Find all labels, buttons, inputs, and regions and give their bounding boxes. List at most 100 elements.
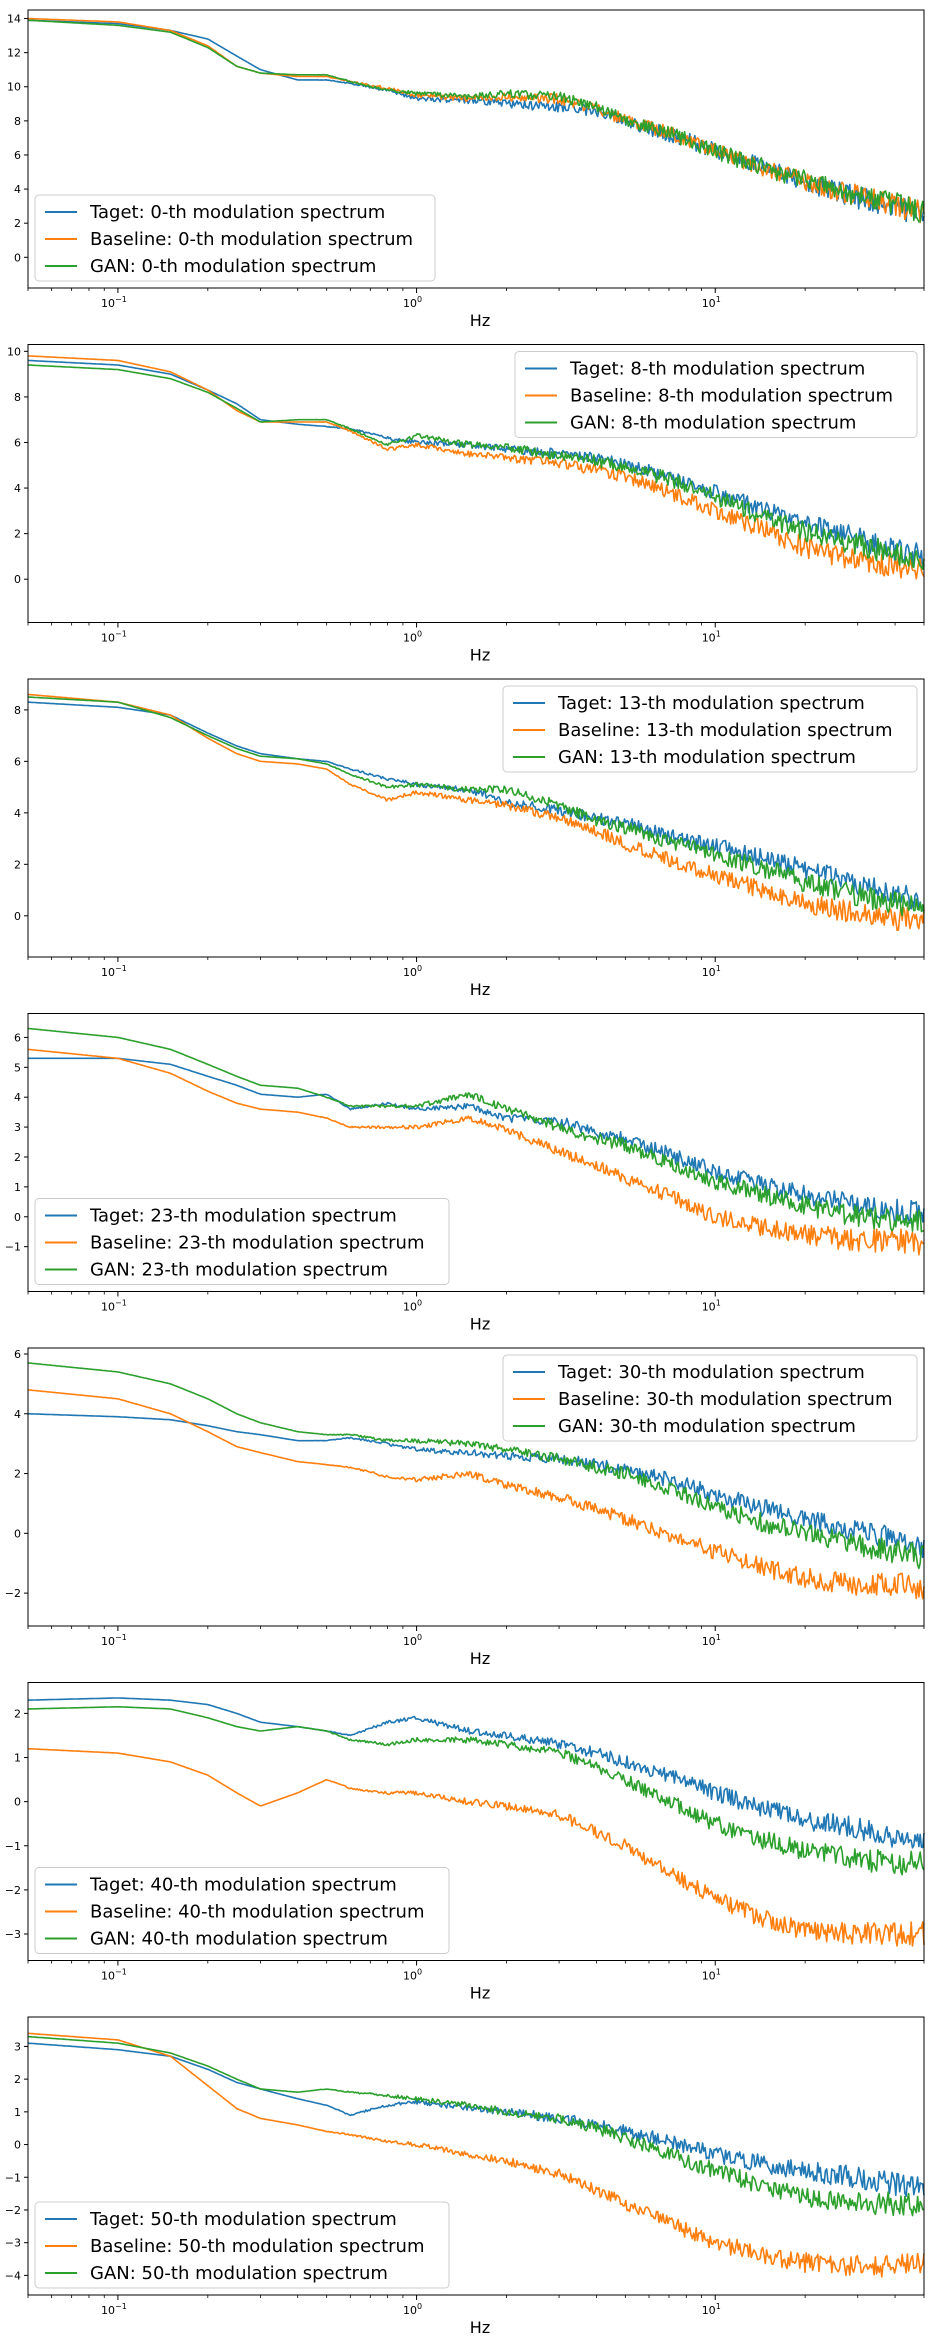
series-line-2 bbox=[27, 19, 925, 223]
y-tick-label: 4 bbox=[14, 1091, 21, 1104]
y-tick-label: 4 bbox=[14, 1408, 21, 1421]
y-tick-label: 1 bbox=[14, 1181, 21, 1194]
y-tick-label: 4 bbox=[14, 183, 21, 196]
x-axis-label: Hz bbox=[470, 646, 490, 665]
plot-frame bbox=[27, 344, 925, 623]
y-tick-label: 6 bbox=[14, 1348, 21, 1361]
legend-label-1: Baseline: 23-th modulation spectrum bbox=[90, 1233, 424, 1254]
legend-label-0: Taget: 50-th modulation spectrum bbox=[89, 2209, 397, 2230]
y-tick-label: 6 bbox=[14, 755, 21, 768]
x-tick-label: 10−1 bbox=[101, 964, 127, 979]
y-tick-label: 4 bbox=[14, 807, 21, 820]
series-line-0 bbox=[28, 359, 925, 569]
x-axis-label: Hz bbox=[470, 1649, 490, 1668]
legend-box bbox=[34, 2201, 450, 2289]
x-tick-label: 10−1 bbox=[101, 2302, 127, 2317]
y-tick-label: 5 bbox=[14, 1061, 21, 1074]
y-tick-label: 12 bbox=[7, 47, 21, 60]
legend: Taget: 23-th modulation spectrum Baseline… bbox=[34, 1198, 450, 1285]
legend-label-2: GAN: 30-th modulation spectrum bbox=[558, 1416, 856, 1437]
plot-frame bbox=[27, 678, 925, 958]
y-tick-label: −1 bbox=[5, 1840, 21, 1853]
x-tick-label: 100 bbox=[403, 630, 422, 645]
x-tick-label: 100 bbox=[403, 1299, 422, 1314]
legend-label-2: GAN: 23-th modulation spectrum bbox=[90, 1260, 388, 1281]
series-line-1 bbox=[27, 1048, 925, 1256]
y-tick-label: 8 bbox=[14, 115, 21, 128]
legend: Taget: 8-th modulation spectrum Baseline:… bbox=[514, 351, 918, 438]
y-tick-label: −4 bbox=[5, 2269, 21, 2282]
y-tick-label: 8 bbox=[14, 391, 21, 404]
legend-label-2: GAN: 50-th modulation spectrum bbox=[90, 2263, 388, 2284]
legend-box bbox=[34, 1198, 450, 1285]
y-tick-label: 2 bbox=[14, 858, 21, 871]
y-tick-label: 6 bbox=[14, 149, 21, 162]
series-line-2 bbox=[27, 696, 925, 917]
x-tick-label: 10−1 bbox=[101, 1968, 127, 1983]
y-tick-label: −2 bbox=[5, 2204, 21, 2217]
series-line-1 bbox=[27, 1747, 925, 1947]
plot-frame bbox=[27, 1347, 925, 1627]
x-tick-label: 100 bbox=[403, 1633, 422, 1648]
legend: Taget: 30-th modulation spectrum Baseline… bbox=[502, 1354, 918, 1442]
y-tick-label: 2 bbox=[14, 217, 21, 230]
legend-label-1: Baseline: 13-th modulation spectrum bbox=[558, 720, 892, 741]
chart-panel-2: 0 2 4 6 8 10−1 100 101 Hz Taget: 13-th modulation… bbox=[14, 678, 925, 999]
x-axis-label: Hz bbox=[470, 980, 490, 999]
x-tick-label: 10−1 bbox=[101, 630, 127, 645]
y-tick-label: 4 bbox=[14, 482, 21, 495]
x-tick-label: 100 bbox=[403, 964, 422, 979]
series-line-1 bbox=[28, 2032, 925, 2278]
series-line-2 bbox=[27, 364, 925, 571]
legend-label-0: Taget: 13-th modulation spectrum bbox=[557, 693, 865, 714]
x-axis-label: Hz bbox=[470, 311, 490, 330]
x-tick-label: 101 bbox=[702, 630, 721, 645]
y-tick-label: 0 bbox=[14, 251, 21, 264]
y-tick-label: −2 bbox=[5, 1884, 21, 1897]
y-tick-label: 0 bbox=[14, 2139, 21, 2152]
legend-box bbox=[502, 685, 918, 773]
plot-frame bbox=[27, 1682, 925, 1961]
series-line-0 bbox=[27, 2042, 925, 2197]
x-tick-label: 100 bbox=[403, 1968, 422, 1983]
y-tick-label: −1 bbox=[5, 1241, 21, 1254]
series-line-2 bbox=[27, 1706, 925, 1876]
legend: Taget: 0-th modulation spectrum Baseline:… bbox=[34, 194, 436, 282]
legend-label-0: Taget: 40-th modulation spectrum bbox=[89, 1875, 397, 1896]
y-tick-label: 1 bbox=[14, 1752, 21, 1765]
series-line-2 bbox=[27, 1362, 925, 1570]
chart-panel-6: −4 −3 −2 −1 0 1 2 3 10−1 100 101 Hz Taget: 50-th mod… bbox=[5, 2016, 925, 2337]
legend-label-1: Baseline: 50-th modulation spectrum bbox=[90, 2236, 424, 2257]
legend: Taget: 50-th modulation spectrum Baseline… bbox=[34, 2201, 450, 2289]
chart-panel-1: 0 2 4 6 8 10 10−1 100 101 Hz Taget: 8-th modulatio… bbox=[7, 344, 925, 665]
series-line-2 bbox=[27, 1027, 924, 1233]
x-tick-label: 100 bbox=[403, 295, 422, 310]
legend-label-1: Baseline: 8-th modulation spectrum bbox=[570, 386, 893, 407]
y-tick-label: −3 bbox=[5, 2237, 21, 2250]
legend-label-1: Baseline: 40-th modulation spectrum bbox=[90, 1902, 424, 1923]
y-tick-label: 10 bbox=[7, 81, 21, 94]
y-tick-label: 10 bbox=[7, 345, 21, 358]
series-line-1 bbox=[27, 355, 925, 580]
y-tick-label: 2 bbox=[14, 528, 21, 541]
x-tick-label: 10−1 bbox=[101, 295, 127, 310]
legend-label-0: Taget: 8-th modulation spectrum bbox=[569, 359, 865, 380]
legend-label-2: GAN: 40-th modulation spectrum bbox=[90, 1929, 388, 1950]
chart-panel-4: −2 0 2 4 6 10−1 100 101 Hz Taget: 30-th modulatio… bbox=[5, 1347, 925, 1668]
y-tick-label: 2 bbox=[14, 1468, 21, 1481]
y-tick-label: 2 bbox=[14, 1707, 21, 1720]
legend-label-0: Taget: 0-th modulation spectrum bbox=[89, 202, 385, 223]
plot-frame bbox=[27, 2016, 925, 2296]
x-axis-label: Hz bbox=[470, 2318, 490, 2337]
x-tick-label: 101 bbox=[702, 1633, 721, 1648]
y-tick-label: 8 bbox=[14, 704, 21, 717]
series-line-1 bbox=[27, 1389, 925, 1600]
y-tick-label: −2 bbox=[5, 1587, 21, 1600]
y-tick-label: 3 bbox=[14, 1121, 21, 1134]
y-tick-label: 0 bbox=[14, 1527, 21, 1540]
legend-label-2: GAN: 0-th modulation spectrum bbox=[90, 256, 376, 277]
y-tick-label: −1 bbox=[5, 2171, 21, 2184]
series-line-0 bbox=[28, 1057, 925, 1224]
y-tick-label: 0 bbox=[14, 910, 21, 923]
